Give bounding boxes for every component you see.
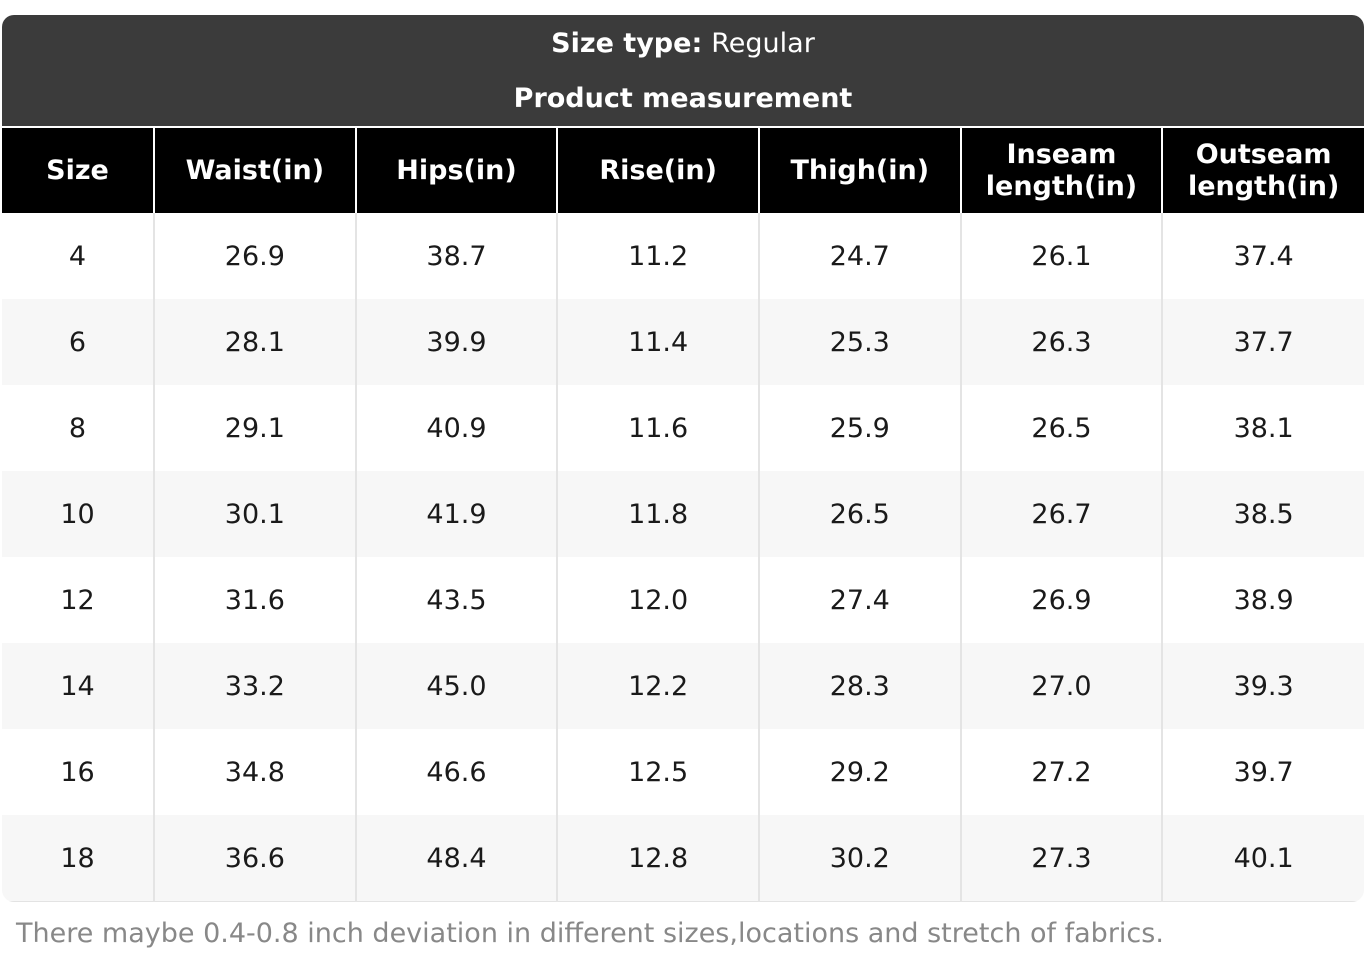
waist-cell: 28.1 xyxy=(153,299,356,385)
outseam-cell: 39.7 xyxy=(1161,729,1364,815)
waist-cell: 29.1 xyxy=(153,385,356,471)
waist-cell: 36.6 xyxy=(153,815,356,902)
hips-cell: 38.7 xyxy=(354,213,558,299)
thigh-cell: 25.9 xyxy=(757,385,961,471)
product-measurement-title: Product measurement xyxy=(513,83,853,114)
column-header-size: Size xyxy=(2,126,154,213)
inseam-cell: 26.5 xyxy=(959,385,1163,471)
column-header-waist: Waist(in) xyxy=(153,126,356,213)
waist-cell: 34.8 xyxy=(153,729,356,815)
size-cell: 16 xyxy=(2,729,154,815)
size-cell: 6 xyxy=(2,299,154,385)
thigh-cell: 24.7 xyxy=(757,213,961,299)
hips-cell: 46.6 xyxy=(354,729,558,815)
outseam-cell: 39.3 xyxy=(1161,643,1364,729)
outseam-cell: 38.9 xyxy=(1161,557,1364,643)
thigh-cell: 29.2 xyxy=(757,729,961,815)
deviation-note: There maybe 0.4-0.8 inch deviation in di… xyxy=(16,918,1164,949)
outseam-cell: 37.7 xyxy=(1161,299,1364,385)
table-header-row: Size Waist(in) Hips(in) Rise(in) Thigh(i… xyxy=(2,126,1364,213)
size-measurement-table: Size Waist(in) Hips(in) Rise(in) Thigh(i… xyxy=(2,126,1364,902)
inseam-cell: 26.1 xyxy=(959,213,1163,299)
waist-cell: 31.6 xyxy=(153,557,356,643)
hips-cell: 41.9 xyxy=(354,471,558,557)
rise-cell: 12.0 xyxy=(556,557,759,643)
rise-cell: 11.4 xyxy=(556,299,759,385)
inseam-cell: 26.9 xyxy=(959,557,1163,643)
table-row: 18 36.6 48.4 12.8 30.2 27.3 40.1 xyxy=(2,815,1364,902)
inseam-cell: 27.3 xyxy=(959,815,1163,902)
size-chart-banner: Size type: Regular Product measurement xyxy=(2,15,1364,126)
size-cell: 8 xyxy=(2,385,154,471)
inseam-cell: 26.3 xyxy=(959,299,1163,385)
rise-cell: 11.8 xyxy=(556,471,759,557)
size-cell: 4 xyxy=(2,213,154,299)
rise-cell: 12.5 xyxy=(556,729,759,815)
size-cell: 14 xyxy=(2,643,154,729)
outseam-cell: 38.1 xyxy=(1161,385,1364,471)
table-row: 4 26.9 38.7 11.2 24.7 26.1 37.4 xyxy=(2,213,1364,299)
size-cell: 10 xyxy=(2,471,154,557)
thigh-cell: 28.3 xyxy=(757,643,961,729)
size-type-label: Size type: xyxy=(551,28,703,59)
outseam-cell: 37.4 xyxy=(1161,213,1364,299)
hips-cell: 40.9 xyxy=(354,385,558,471)
table-row: 10 30.1 41.9 11.8 26.5 26.7 38.5 xyxy=(2,471,1364,557)
size-type-value: Regular xyxy=(711,28,815,59)
waist-cell: 26.9 xyxy=(153,213,356,299)
size-cell: 18 xyxy=(2,815,154,902)
column-header-inseam-length: Inseam length(in) xyxy=(959,126,1163,213)
thigh-cell: 27.4 xyxy=(757,557,961,643)
table-row: 6 28.1 39.9 11.4 25.3 26.3 37.7 xyxy=(2,299,1364,385)
hips-cell: 39.9 xyxy=(354,299,558,385)
outseam-cell: 38.5 xyxy=(1161,471,1364,557)
rise-cell: 12.8 xyxy=(556,815,759,902)
column-header-rise: Rise(in) xyxy=(556,126,759,213)
table-row: 14 33.2 45.0 12.2 28.3 27.0 39.3 xyxy=(2,643,1364,729)
thigh-cell: 30.2 xyxy=(757,815,961,902)
waist-cell: 33.2 xyxy=(153,643,356,729)
hips-cell: 48.4 xyxy=(354,815,558,902)
inseam-cell: 27.2 xyxy=(959,729,1163,815)
size-cell: 12 xyxy=(2,557,154,643)
hips-cell: 43.5 xyxy=(354,557,558,643)
rise-cell: 11.2 xyxy=(556,213,759,299)
size-type-line: Size type: Regular xyxy=(2,30,1364,58)
waist-cell: 30.1 xyxy=(153,471,356,557)
column-header-outseam-length: Outseam length(in) xyxy=(1161,126,1364,213)
rise-cell: 12.2 xyxy=(556,643,759,729)
thigh-cell: 25.3 xyxy=(757,299,961,385)
table-row: 12 31.6 43.5 12.0 27.4 26.9 38.9 xyxy=(2,557,1364,643)
table-row: 8 29.1 40.9 11.6 25.9 26.5 38.1 xyxy=(2,385,1364,471)
inseam-cell: 26.7 xyxy=(959,471,1163,557)
column-header-thigh: Thigh(in) xyxy=(757,126,961,213)
thigh-cell: 26.5 xyxy=(757,471,961,557)
hips-cell: 45.0 xyxy=(354,643,558,729)
rise-cell: 11.6 xyxy=(556,385,759,471)
outseam-cell: 40.1 xyxy=(1161,815,1364,902)
inseam-cell: 27.0 xyxy=(959,643,1163,729)
table-row: 16 34.8 46.6 12.5 29.2 27.2 39.7 xyxy=(2,729,1364,815)
size-chart-card: Size type: Regular Product measurement Si… xyxy=(2,15,1364,902)
column-header-hips: Hips(in) xyxy=(354,126,558,213)
